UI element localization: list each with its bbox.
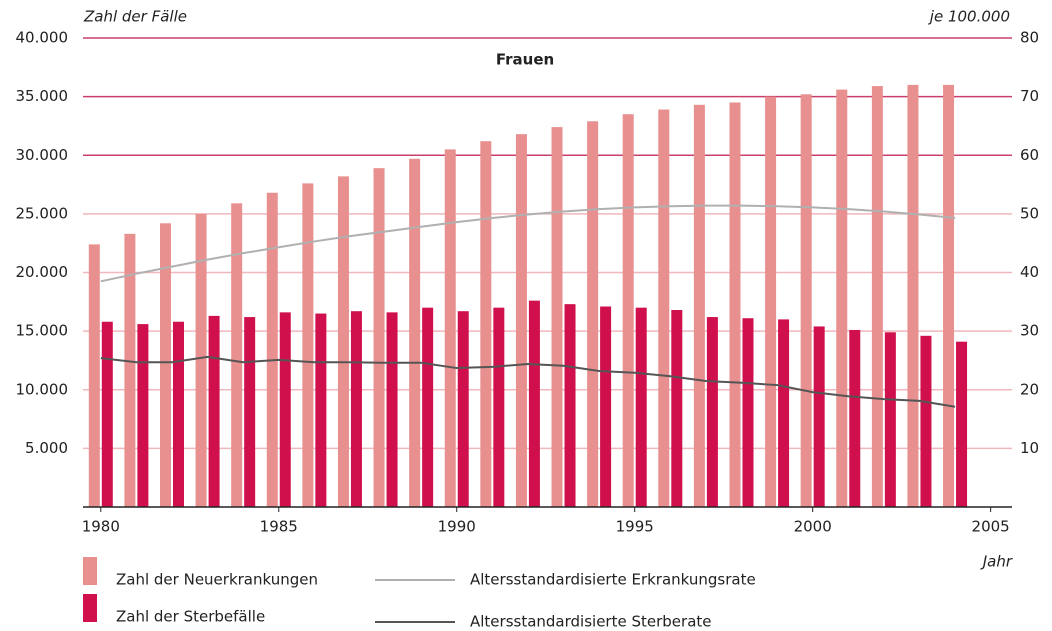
bar [729,102,741,508]
y2-axis-label: je 100.000 [928,8,1010,26]
y2-tick-label: 30 [1020,322,1039,340]
y-tick-label: 5.000 [25,439,68,457]
legend-label: Zahl der Neuerkrankungen [116,571,318,589]
bar [266,192,278,507]
bar [943,84,955,508]
bar [373,168,385,507]
bar [742,318,754,507]
y-tick-label: 35.000 [16,87,69,105]
legend-swatch [83,557,97,585]
bar [279,312,291,507]
legend-swatch [83,594,97,622]
bar [800,94,812,507]
bar [622,114,634,508]
y2-tick-label: 20 [1020,380,1039,398]
y2-tick-label: 10 [1020,439,1039,457]
bar [884,332,896,507]
bar [871,86,883,507]
x-tick-label: 2005 [972,518,1010,536]
line-series [100,355,956,408]
chart-title: Frauen [496,51,554,69]
bar [337,176,349,508]
bar [635,307,647,507]
bar [600,306,612,507]
y-tick-label: 20.000 [16,263,69,281]
y-axis-label: Zahl der Fälle [83,8,187,26]
bar [231,203,243,507]
bar [88,244,100,508]
y-tick-label: 40.000 [16,29,69,47]
y2-tick-label: 60 [1020,146,1039,164]
line-series [100,204,956,283]
bar [813,326,825,507]
bar [836,89,848,507]
bar [564,304,576,507]
bar [706,317,718,507]
y-tick-label: 30.000 [16,146,69,164]
y2-tick-label: 40 [1020,263,1039,281]
bar [528,300,540,507]
bar [444,149,456,507]
y-tick-label: 10.000 [16,380,69,398]
bar [849,329,861,507]
bar [350,311,362,507]
bar [493,307,505,507]
bar [587,121,599,507]
bar [195,213,207,507]
x-axis-label: Jahr [980,553,1013,571]
bar [658,109,670,508]
bar [124,233,136,507]
bar [480,141,492,507]
legend-label: Altersstandardisierte Erkrankungsrate [470,571,756,589]
bar [778,319,790,507]
bar [101,321,113,507]
bar [409,158,421,507]
bar [693,104,705,508]
y-tick-label: 25.000 [16,204,69,222]
bar [422,307,434,507]
x-tick-label: 1990 [438,518,476,536]
bar [172,321,184,507]
y2-tick-label: 50 [1020,204,1039,222]
bar [244,317,256,507]
bar [765,96,777,507]
bar [956,341,968,507]
legend-label: Zahl der Sterbefälle [116,608,265,626]
x-tick-label: 2000 [794,518,832,536]
bar [315,313,327,507]
y-tick-label: 15.000 [16,322,69,340]
bar [671,310,683,507]
x-tick-label: 1995 [616,518,654,536]
bar [920,335,932,507]
bar [159,223,171,507]
bar [302,183,314,507]
bar [457,311,469,507]
bar [208,315,220,507]
bar [551,127,563,508]
bar [137,324,149,507]
bar [515,134,527,507]
y2-tick-label: 70 [1020,87,1039,105]
bar [386,312,398,507]
x-tick-label: 1980 [82,518,120,536]
legend-label: Altersstandardisierte Sterberate [470,613,712,631]
x-tick-label: 1985 [260,518,298,536]
y2-tick-label: 80 [1020,29,1039,47]
bar [907,84,919,508]
